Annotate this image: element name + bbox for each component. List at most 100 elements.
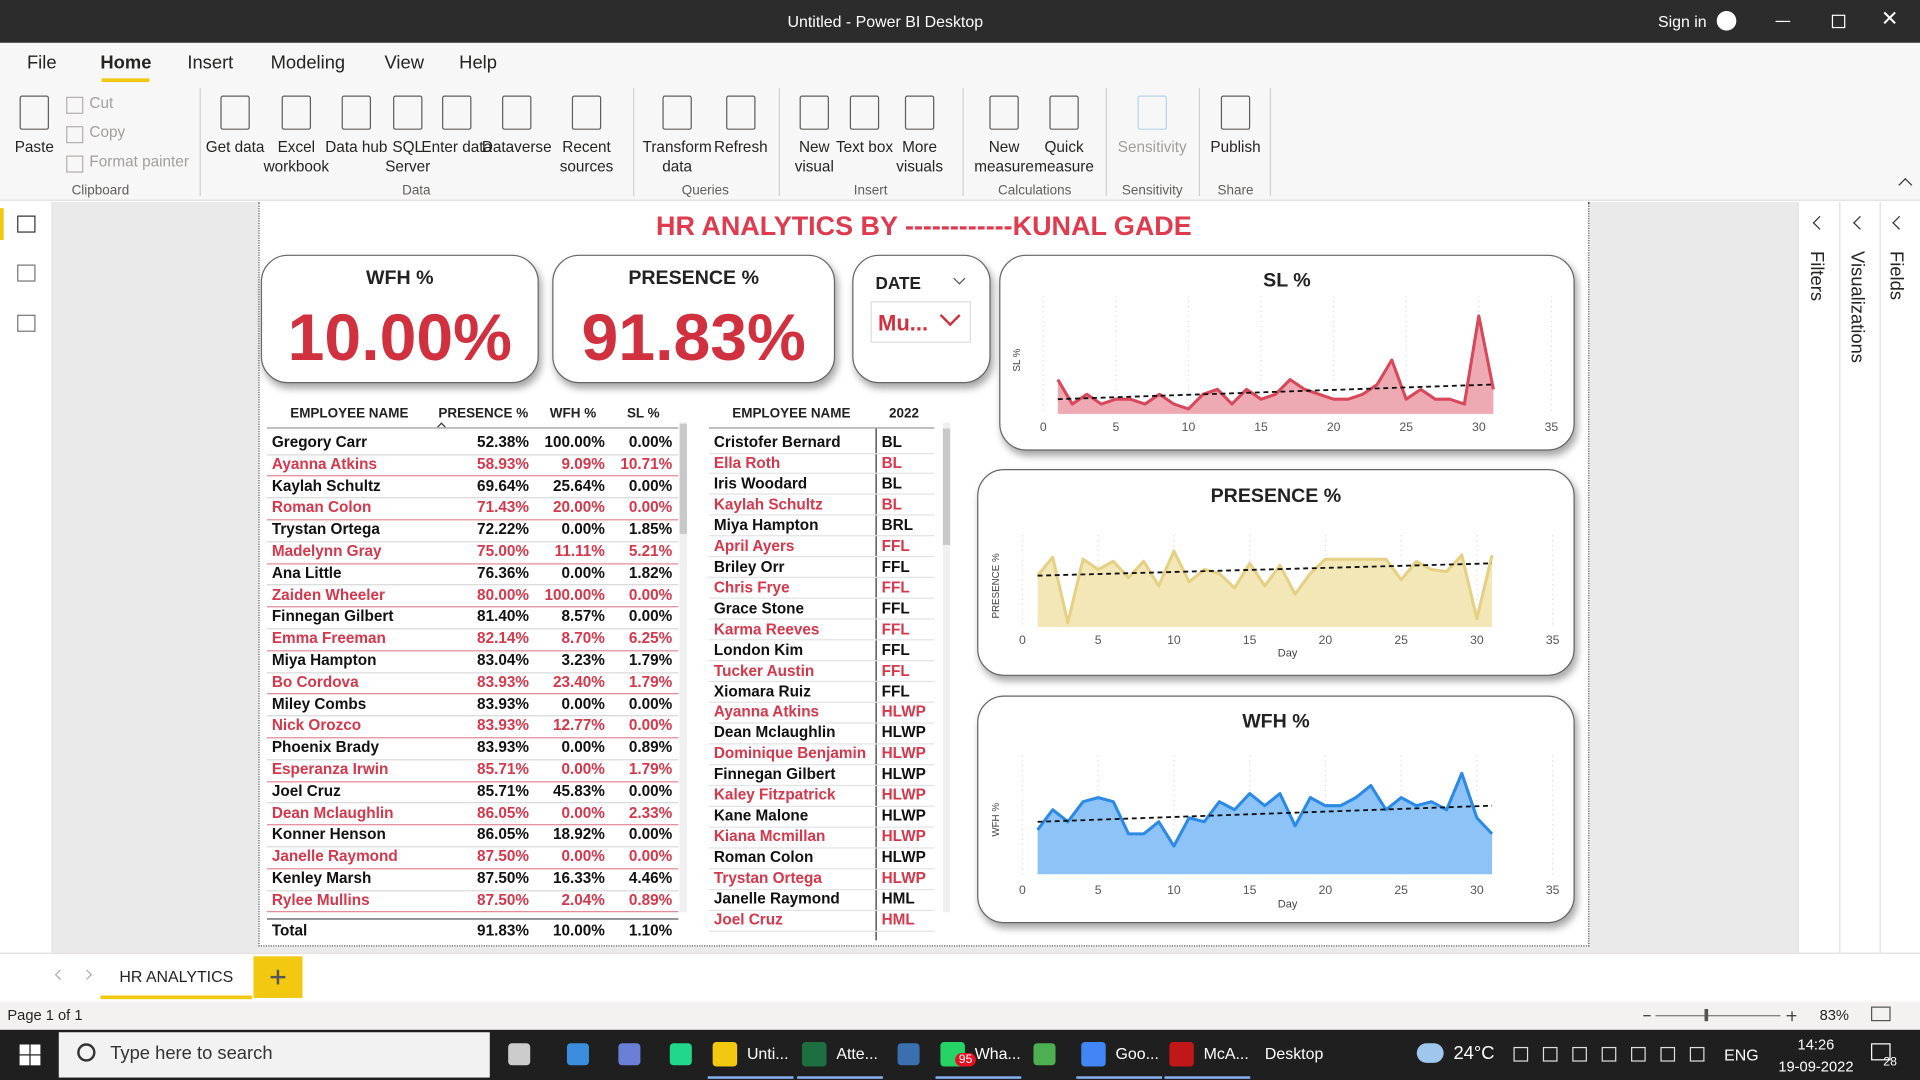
window-controls[interactable] xyxy=(1831,14,1846,29)
zoom-slider[interactable] xyxy=(1655,1015,1781,1017)
taskbar-app[interactable]: Atte... xyxy=(836,1044,878,1063)
taskbar-icon[interactable] xyxy=(1033,1043,1056,1066)
weather[interactable]: 24°C xyxy=(1453,1043,1495,1065)
taskbar-app-icon[interactable] xyxy=(1169,1042,1194,1067)
menu-tab[interactable]: Help xyxy=(459,52,497,74)
ribbon-button[interactable]: Enter data xyxy=(421,138,493,156)
taskbar-app-icon[interactable] xyxy=(712,1042,738,1067)
weather-icon[interactable] xyxy=(1416,1043,1444,1063)
tray-icon[interactable] xyxy=(1631,1046,1646,1062)
ribbon-small-button[interactable]: Format painter xyxy=(89,153,189,171)
taskbar-icon[interactable] xyxy=(897,1043,920,1066)
menu-tab[interactable]: File xyxy=(26,52,57,74)
ribbon-button[interactable]: SQL Server xyxy=(385,138,431,176)
table-header[interactable]: PRESENCE % xyxy=(438,406,529,422)
taskbar-icon[interactable] xyxy=(669,1043,692,1066)
search-box[interactable] xyxy=(58,1032,490,1078)
menu-tab[interactable]: Modeling xyxy=(270,52,346,74)
table-row-line xyxy=(708,660,935,662)
clock-time[interactable]: 14:26 xyxy=(1797,1035,1835,1054)
ribbon-button[interactable]: Excel workbook xyxy=(263,138,330,176)
ribbon-button[interactable]: Get data xyxy=(205,138,265,156)
table-cell: 9.09% xyxy=(561,455,605,473)
page-tab[interactable]: HR ANALYTICS xyxy=(100,955,253,1000)
window-controls[interactable]: ✕ xyxy=(1880,7,1899,31)
zoom-plus[interactable] xyxy=(1790,1010,1793,1021)
taskbar-icon[interactable] xyxy=(618,1043,641,1066)
language[interactable]: ENG xyxy=(1724,1045,1759,1065)
table-header[interactable]: SL % xyxy=(626,406,660,422)
tray-icon[interactable] xyxy=(1572,1046,1587,1062)
ribbon-icon xyxy=(341,95,372,130)
ribbon-button[interactable]: Refresh xyxy=(714,138,768,156)
zoom-minus[interactable] xyxy=(1643,1015,1651,1017)
tray-icon[interactable] xyxy=(1542,1046,1558,1062)
view-icon[interactable] xyxy=(17,215,36,233)
taskbar-icon[interactable] xyxy=(566,1043,589,1066)
table-row-line xyxy=(708,847,935,849)
ribbon-button[interactable]: Publish xyxy=(1210,138,1261,156)
taskbar-app-icon[interactable] xyxy=(802,1042,827,1067)
taskbar-app[interactable]: Unti... xyxy=(746,1044,789,1063)
avatar[interactable] xyxy=(1716,11,1737,31)
notification-icon[interactable] xyxy=(1871,1043,1891,1061)
start-button[interactable] xyxy=(19,1044,30,1055)
ribbon-button[interactable]: Data hub xyxy=(325,138,388,156)
page-indicator: Page 1 of 1 xyxy=(7,1006,83,1024)
window-controls[interactable] xyxy=(1775,20,1791,23)
ribbon-button[interactable]: Recent sources xyxy=(559,138,614,176)
menu-tab[interactable]: View xyxy=(384,52,424,74)
tray-icon[interactable] xyxy=(1689,1046,1705,1062)
table-header[interactable]: EMPLOYEE NAME xyxy=(732,406,851,422)
scrollbar[interactable] xyxy=(942,422,951,913)
ribbon-small-button[interactable]: Cut xyxy=(89,94,114,112)
menu-tab[interactable]: Insert xyxy=(187,52,234,74)
ribbon-small-button[interactable]: Copy xyxy=(89,123,126,141)
ribbon-button[interactable]: Sensitivity xyxy=(1117,138,1187,156)
table-cell: 72.22% xyxy=(477,520,529,538)
ribbon-button[interactable]: Paste xyxy=(14,138,54,156)
scrollbar[interactable] xyxy=(679,422,687,913)
taskbar-app[interactable]: Goo... xyxy=(1115,1044,1159,1063)
ribbon-button[interactable]: New visual xyxy=(794,138,834,176)
ribbon-button[interactable]: Dataverse xyxy=(481,138,552,156)
ribbon-button[interactable]: More visuals xyxy=(896,138,943,176)
ribbon-button[interactable]: Text box xyxy=(835,138,893,156)
sign-in[interactable]: Sign in xyxy=(1657,12,1707,31)
ribbon-icon xyxy=(989,95,1019,130)
taskbar-app[interactable]: McA... xyxy=(1203,1044,1249,1063)
table-header[interactable]: EMPLOYEE NAME xyxy=(290,406,409,422)
show-desktop[interactable]: Desktop xyxy=(1264,1044,1324,1063)
ribbon-separator xyxy=(633,88,635,196)
table-cell: Madelynn Gray xyxy=(271,542,382,560)
zoom-thumb[interactable] xyxy=(1704,1008,1709,1022)
ribbon-button[interactable]: Quick measure xyxy=(1034,138,1094,176)
pane-title[interactable]: Filters xyxy=(1806,251,1827,302)
tray-icon[interactable] xyxy=(1601,1046,1617,1062)
view-icon[interactable] xyxy=(17,264,36,282)
search-text[interactable]: Type here to search xyxy=(110,1043,273,1065)
taskbar-app[interactable]: Wha... xyxy=(974,1044,1021,1063)
scrollbar-thumb[interactable] xyxy=(942,428,951,545)
table-cell: FFL xyxy=(881,620,910,638)
view-icon[interactable] xyxy=(17,314,36,332)
pane-title[interactable]: Fields xyxy=(1885,251,1907,301)
tray-icon[interactable] xyxy=(1660,1046,1676,1062)
ribbon-button[interactable]: New measure xyxy=(974,138,1034,176)
slicer-dropdown[interactable] xyxy=(870,301,972,343)
scrollbar-thumb[interactable] xyxy=(679,423,687,534)
taskbar-icon[interactable] xyxy=(508,1043,531,1066)
table-header[interactable]: WFH % xyxy=(549,406,597,422)
search-icon[interactable] xyxy=(77,1043,96,1062)
taskbar-app-icon[interactable] xyxy=(1081,1042,1106,1067)
table-header[interactable]: 2022 xyxy=(888,406,919,422)
pane-title[interactable]: Visualizations xyxy=(1846,251,1868,364)
clock-date[interactable]: 19-09-2022 xyxy=(1778,1057,1854,1076)
table-row-line xyxy=(708,597,935,600)
table-cell: 86.05% xyxy=(477,825,529,843)
slicer-value[interactable]: Mu... xyxy=(877,311,929,336)
fit-page[interactable] xyxy=(1871,1006,1891,1022)
menu-tab[interactable]: Home xyxy=(100,52,152,74)
tray-icon[interactable] xyxy=(1513,1046,1529,1062)
ribbon-button[interactable]: Transform data xyxy=(642,138,712,176)
